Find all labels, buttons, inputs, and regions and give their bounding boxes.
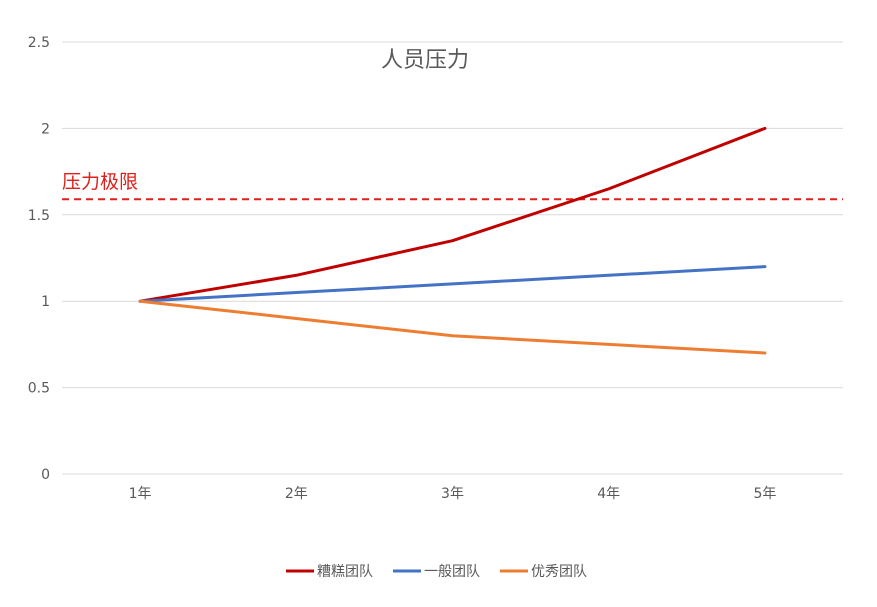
legend-item[interactable]: 优秀团队	[500, 564, 587, 580]
series-line-2	[138, 299, 767, 355]
x-tick-label: 5年	[753, 486, 776, 502]
y-tick-label: 2	[41, 121, 50, 137]
legend-item[interactable]: 一般团队	[393, 564, 480, 580]
legend-label: 糟糕团队	[317, 564, 373, 580]
y-tick-label: 0.5	[28, 381, 50, 397]
y-tick-label: 1	[41, 294, 50, 310]
legend-item[interactable]: 糟糕团队	[286, 564, 373, 580]
x-tick-label: 2年	[285, 486, 308, 502]
x-tick-label: 3年	[441, 486, 464, 502]
chart-title: 人员压力	[381, 48, 469, 73]
annotations: 压力极限	[62, 171, 843, 201]
y-axis-tick-labels: 0 0.5 1 1.5 2 2.5	[28, 35, 50, 483]
series-lines	[138, 126, 767, 355]
series-line-0	[138, 126, 767, 303]
limit-label: 压力极限	[62, 171, 138, 193]
y-tick-label: 1.5	[28, 208, 50, 224]
legend[interactable]: 糟糕团队 一般团队 优秀团队	[286, 564, 587, 580]
gridlines	[62, 41, 843, 475]
x-axis-tick-labels: 1年 2年 3年 4年 5年	[129, 486, 777, 502]
x-tick-label: 4年	[597, 486, 620, 502]
legend-label: 一般团队	[424, 564, 480, 580]
x-tick-label: 1年	[129, 486, 152, 502]
legend-label: 优秀团队	[531, 564, 587, 580]
y-tick-label: 0	[41, 467, 50, 483]
series-line-1	[138, 265, 767, 303]
y-tick-label: 2.5	[28, 35, 50, 51]
